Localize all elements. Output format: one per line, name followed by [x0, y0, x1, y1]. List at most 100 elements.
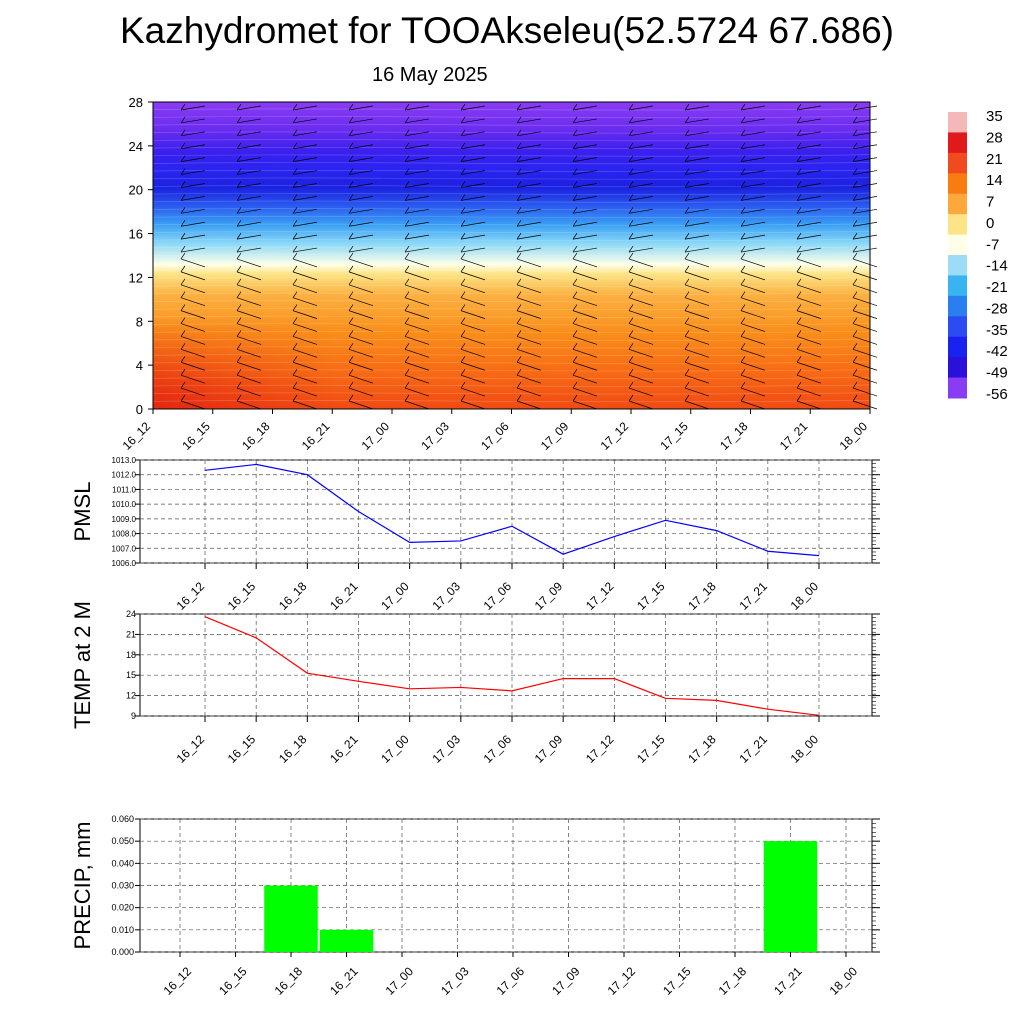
wind-barb	[180, 310, 206, 319]
wind-barb	[852, 361, 878, 371]
wind-barb-flag	[516, 142, 522, 149]
wind-barb-flag	[180, 220, 186, 227]
wind-barb-flag	[460, 317, 466, 324]
wind-barb-flag	[628, 291, 634, 298]
wind-barb-flag	[236, 291, 242, 298]
wind-barb	[292, 323, 318, 332]
colorbar-swatch	[948, 132, 967, 154]
wind-barb-flag	[628, 245, 634, 253]
wind-barb-flag	[516, 116, 522, 124]
wind-barb	[404, 284, 430, 294]
wind-barb	[852, 196, 878, 201]
wind-barb-flag	[740, 245, 746, 253]
wind-barb-flag	[404, 278, 410, 285]
y-tick-label: 21	[126, 629, 136, 639]
wind-barb-flag	[460, 232, 466, 240]
wind-barb-flag	[460, 116, 466, 124]
wind-barb	[852, 400, 878, 410]
wind-barb-flag	[460, 194, 466, 201]
contour-line	[152, 123, 871, 126]
precip-bar	[763, 841, 818, 952]
wind-barb	[348, 221, 374, 227]
wind-barb	[516, 247, 542, 253]
wind-barb-flag	[180, 168, 186, 175]
wind-barb	[348, 234, 374, 240]
wind-barb-flag	[236, 265, 242, 273]
wind-barb	[572, 374, 598, 384]
wind-barb	[180, 271, 206, 281]
wind-barb	[180, 297, 206, 307]
x-tick-label: 16_12	[120, 419, 154, 453]
wind-barb	[852, 247, 878, 253]
wind-barb-flag	[740, 207, 746, 214]
wind-barb-flag	[572, 129, 578, 137]
contour-line	[152, 200, 871, 203]
wind-barb-flag	[404, 245, 410, 253]
wind-barb	[684, 387, 710, 397]
x-tick-label: 17_15	[657, 419, 691, 453]
wind-barb	[292, 374, 318, 384]
wind-barb	[460, 271, 486, 281]
wind-barb	[292, 310, 318, 319]
wind-barb	[684, 310, 710, 319]
wind-barb-flag	[740, 368, 746, 376]
wind-barb-flag	[404, 265, 410, 273]
wind-barb-flag	[516, 368, 522, 376]
wind-barb	[628, 183, 654, 188]
wind-barb	[740, 284, 766, 294]
wind-barb	[348, 131, 374, 137]
wind-barb-flag	[292, 356, 298, 363]
wind-barb	[348, 323, 374, 332]
wind-barb-flag	[460, 168, 466, 175]
wind-barb-flag	[572, 207, 578, 214]
wind-barb	[852, 284, 878, 294]
wind-barb-flag	[292, 207, 298, 214]
x-tick-label: 17_03	[429, 732, 463, 766]
wind-barb	[572, 361, 598, 371]
contour-line	[152, 284, 871, 287]
wind-barb-flag	[404, 356, 410, 363]
wind-barb	[796, 221, 822, 227]
wind-barb-flag	[348, 232, 354, 240]
wind-barb-flag	[852, 142, 858, 149]
wind-barb	[404, 196, 430, 201]
wind-barb	[796, 144, 822, 150]
wind-barb	[852, 323, 878, 332]
wind-barb	[852, 144, 878, 150]
contour-line	[152, 292, 871, 295]
contour-line	[152, 400, 871, 403]
wind-barb-flag	[572, 220, 578, 227]
wind-barb	[180, 336, 206, 345]
wind-barb-flag	[796, 155, 802, 162]
wind-barb-flag	[852, 207, 858, 214]
wind-barb-flag	[740, 142, 746, 149]
wind-barb	[292, 131, 318, 137]
wind-barb-flag	[516, 103, 522, 111]
wind-barb	[348, 271, 374, 281]
wind-barb-flag	[404, 168, 410, 175]
wind-barb-flag	[740, 278, 746, 285]
x-tick-label: 17_09	[532, 732, 566, 766]
panel-frame	[139, 613, 873, 717]
wind-barb-flag	[628, 220, 634, 227]
wind-barb	[516, 131, 542, 137]
colorbar-swatch	[948, 214, 967, 236]
wind-barb-flag	[404, 330, 410, 337]
wind-barb	[348, 336, 374, 345]
wind-barb	[460, 221, 486, 227]
wind-barb-flag	[852, 291, 858, 298]
wind-barb	[796, 196, 822, 201]
wind-barb	[516, 183, 542, 188]
wind-barb	[292, 105, 318, 111]
x-tick-label: 16_21	[327, 579, 361, 613]
wind-barb-flag	[684, 278, 690, 285]
wind-barb-flag	[852, 330, 858, 337]
wind-barb-flag	[348, 368, 354, 376]
wind-barb	[740, 247, 766, 253]
wind-barb	[292, 118, 318, 124]
wind-barb	[348, 349, 374, 358]
wind-barb-flag	[292, 368, 298, 376]
wind-barb	[684, 157, 710, 162]
wind-barb	[236, 374, 262, 384]
wind-barb	[740, 131, 766, 137]
